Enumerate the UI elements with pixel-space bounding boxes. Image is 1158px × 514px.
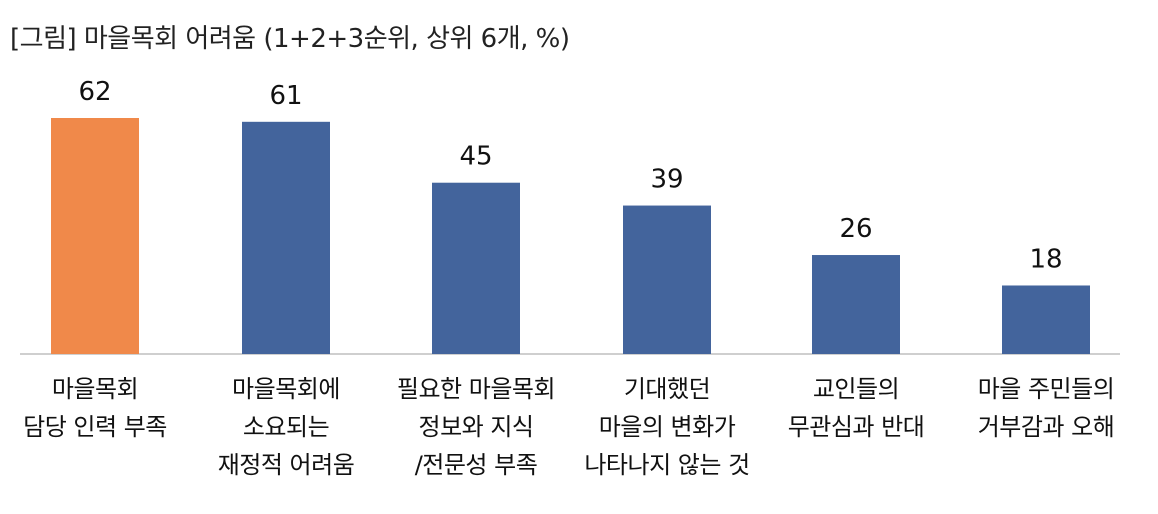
bar-1 — [51, 118, 139, 354]
category-label-line: 거부감과 오해 — [977, 413, 1115, 441]
data-label-4: 39 — [650, 165, 683, 195]
category-label-line: 교인들의 — [812, 375, 900, 403]
bar-5 — [812, 255, 900, 354]
bar-3 — [432, 182, 520, 354]
category-label-line: 마을목회 — [51, 375, 139, 403]
category-label-line: 무관심과 반대 — [787, 413, 925, 441]
category-label-line: 마을의 변화가 — [598, 413, 736, 441]
data-label-6: 18 — [1029, 244, 1062, 274]
category-label-line: 마을목회에 — [232, 375, 340, 403]
bar-2 — [242, 121, 330, 354]
data-label-3: 45 — [459, 142, 492, 172]
category-label-line: /전문성 부족 — [414, 451, 538, 479]
category-label-line: 기대했던 — [623, 375, 711, 403]
chart-title: [그림] 마을목회 어려움 (1+2+3순위, 상위 6개, %) — [10, 24, 570, 54]
category-label-line: 마을 주민들의 — [977, 375, 1115, 403]
data-label-1: 62 — [78, 77, 111, 107]
category-label-line: 담당 인력 부족 — [23, 413, 167, 441]
category-label-line: 소요되는 — [242, 413, 330, 441]
category-label-line: 필요한 마을목회 — [396, 375, 556, 403]
bar-6 — [1002, 285, 1090, 354]
category-label-line: 정보와 지식 — [418, 413, 534, 441]
category-label-line: 재정적 어려움 — [217, 451, 355, 479]
bar-4 — [623, 205, 711, 354]
data-label-5: 26 — [839, 214, 872, 244]
data-label-2: 61 — [269, 81, 302, 111]
category-label-line: 나타나지 않는 것 — [584, 451, 750, 479]
